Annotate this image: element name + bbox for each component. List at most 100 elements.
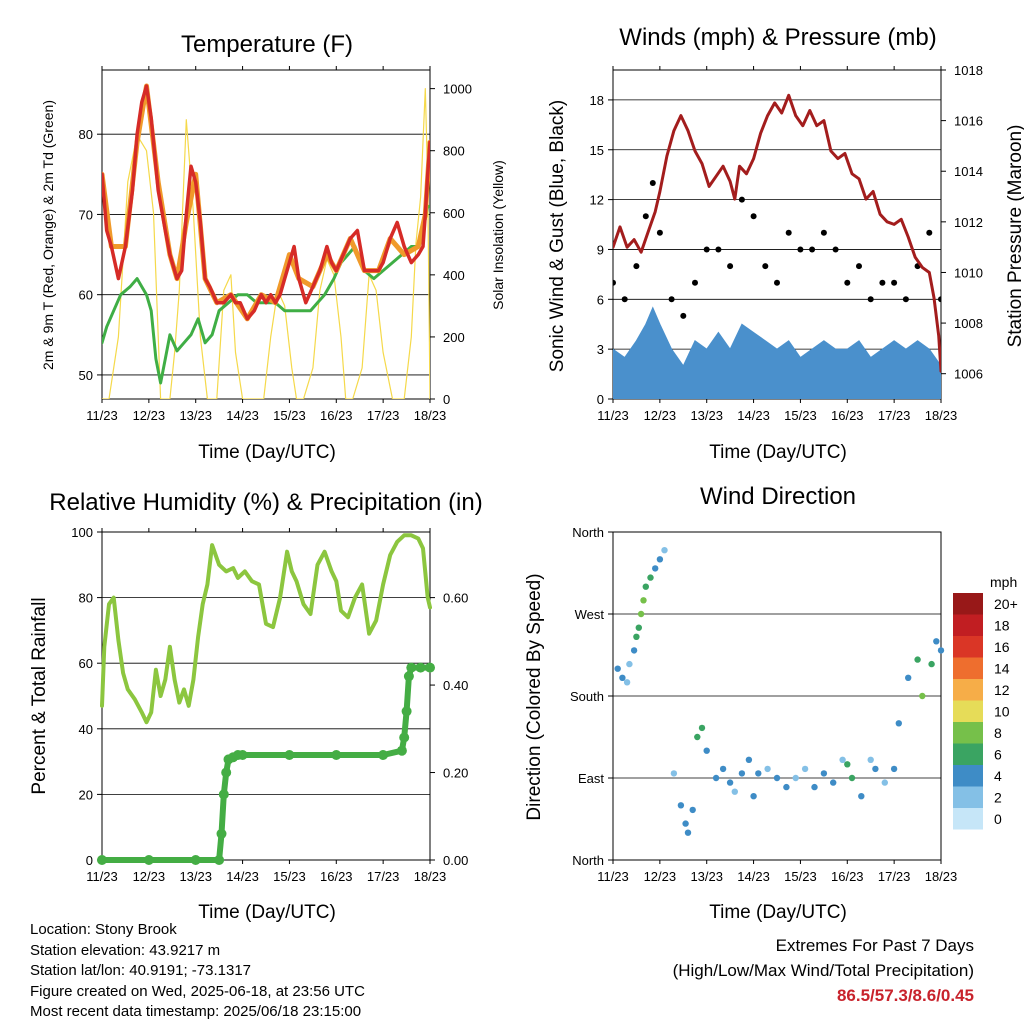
x-tick-label: 11/23	[597, 869, 629, 884]
precipitation-point	[214, 855, 225, 865]
x-tick-label: 18/23	[414, 869, 447, 884]
station-info: Location: Stony Brook Station elevation:…	[30, 920, 365, 1023]
colorbar-segment	[953, 700, 983, 722]
precipitation-point	[237, 750, 248, 760]
colorbar-segment	[953, 808, 983, 830]
wind-direction-point	[630, 647, 638, 654]
x-tick-label: 14/23	[226, 408, 259, 423]
humidity-panel: Relative Humidity (%) & Precipitation (i…	[29, 489, 483, 923]
precipitation-point	[396, 745, 407, 756]
y2-tick-label: 0.20	[443, 766, 468, 781]
wind-direction-point	[731, 788, 738, 795]
y2-tick-label: 1014	[954, 164, 983, 179]
y-tick-label: East	[578, 771, 604, 786]
y-tick-label: 70	[79, 207, 93, 222]
winds-panel: Winds (mph) & Pressure (mb) Sonic Wind &…	[547, 24, 1024, 463]
y2-tick-label: 0.60	[443, 591, 468, 606]
y-tick-label: 20	[79, 787, 93, 802]
y-tick-label: West	[575, 607, 605, 622]
x-tick-label: 16/23	[831, 408, 864, 423]
gust-point	[879, 279, 886, 286]
wind-direction-point	[937, 647, 945, 654]
precipitation-point	[284, 750, 295, 760]
y-tick-label: 100	[71, 525, 93, 540]
x-tick-label: 18/23	[925, 408, 958, 423]
wind-direction-point	[858, 793, 865, 800]
y-tick-label: 18	[590, 93, 604, 108]
wind-direction-point	[848, 774, 856, 782]
y2-tick-label: 400	[443, 268, 465, 283]
colorbar-label: 18	[994, 617, 1010, 633]
y2-tick-label: 800	[443, 144, 465, 159]
colorbar-label: 8	[994, 725, 1002, 741]
direction-panel: Wind Direction Direction (Colored By Spe…	[524, 483, 1018, 923]
colorbar-label: 16	[994, 639, 1010, 655]
precipitation-point	[97, 855, 107, 865]
x-tick-label: 13/23	[690, 869, 723, 884]
x-tick-label: 12/23	[644, 869, 677, 884]
gust-point	[785, 229, 792, 236]
x-tick-label: 15/23	[784, 869, 817, 884]
wind-direction-point	[719, 765, 727, 773]
wind-direction-point	[635, 624, 642, 631]
wind-direction-point	[811, 783, 818, 791]
x-tick-label: 17/23	[367, 408, 400, 423]
y-tick-label: 15	[590, 143, 604, 158]
wind-direction-point	[712, 774, 720, 782]
wind-direction-point	[703, 747, 710, 754]
precipitation-point	[190, 855, 201, 865]
y-tick-label: 6	[597, 292, 604, 307]
colorbar-label: 10	[994, 703, 1010, 719]
y-tick-label: South	[570, 689, 604, 704]
wind-direction-point	[640, 597, 647, 604]
direction-left-axis-label: Direction (Colored By Speed)	[524, 573, 545, 820]
x-tick-label: 11/23	[86, 869, 118, 884]
colorbar-segment	[953, 614, 983, 636]
x-tick-label: 13/23	[690, 408, 723, 423]
wind-direction-point	[867, 756, 874, 763]
wind-direction-point	[698, 724, 706, 732]
x-tick-label: 12/23	[133, 408, 166, 423]
wind-direction-point	[792, 774, 799, 782]
wind-direction-point	[933, 638, 940, 645]
gust-point	[820, 229, 827, 236]
x-tick-label: 15/23	[784, 408, 817, 423]
gust-point	[680, 312, 687, 319]
wind-direction-point	[642, 583, 649, 590]
x-tick-label: 14/23	[226, 869, 259, 884]
gust-point	[703, 246, 710, 253]
x-tick-label: 17/23	[878, 869, 911, 884]
x-tick-label: 15/23	[273, 869, 306, 884]
wind-direction-point	[726, 779, 734, 786]
wind-direction-point	[661, 547, 668, 554]
gust-point	[797, 246, 804, 253]
x-tick-label: 17/23	[878, 408, 911, 423]
gust-point	[656, 229, 663, 236]
gust-point	[902, 296, 909, 303]
humidity-x-axis-label: Time (Day/UTC)	[198, 902, 336, 923]
colorbar-segment	[953, 593, 983, 615]
y-tick-label: 40	[79, 722, 93, 737]
humidity-series-group	[97, 533, 435, 865]
wind-direction-point	[881, 779, 888, 786]
y2-tick-label: 1000	[443, 82, 472, 97]
precipitation-point	[406, 662, 417, 673]
x-tick-label: 15/23	[273, 408, 306, 423]
direction-x-axis-label: Time (Day/UTC)	[709, 902, 847, 923]
x-tick-label: 14/23	[737, 408, 770, 423]
y2-tick-label: 0.00	[443, 853, 468, 868]
precipitation-point	[425, 662, 435, 673]
x-tick-label: 18/23	[414, 408, 447, 423]
extremes-heading: Extremes For Past 7 Days	[775, 936, 974, 955]
wind-direction-point	[694, 733, 701, 741]
y2-tick-label: 1012	[954, 215, 983, 230]
precipitation-point	[415, 662, 426, 673]
gust-point	[844, 279, 851, 286]
y-tick-label: North	[572, 525, 604, 540]
temperature-title: Temperature (F)	[181, 31, 353, 58]
winds-series-group	[613, 93, 941, 399]
relative-humidity-line	[100, 533, 432, 725]
gust-point	[809, 246, 816, 253]
colorbar-segment	[953, 679, 983, 701]
y2-tick-label: 1008	[954, 316, 983, 331]
